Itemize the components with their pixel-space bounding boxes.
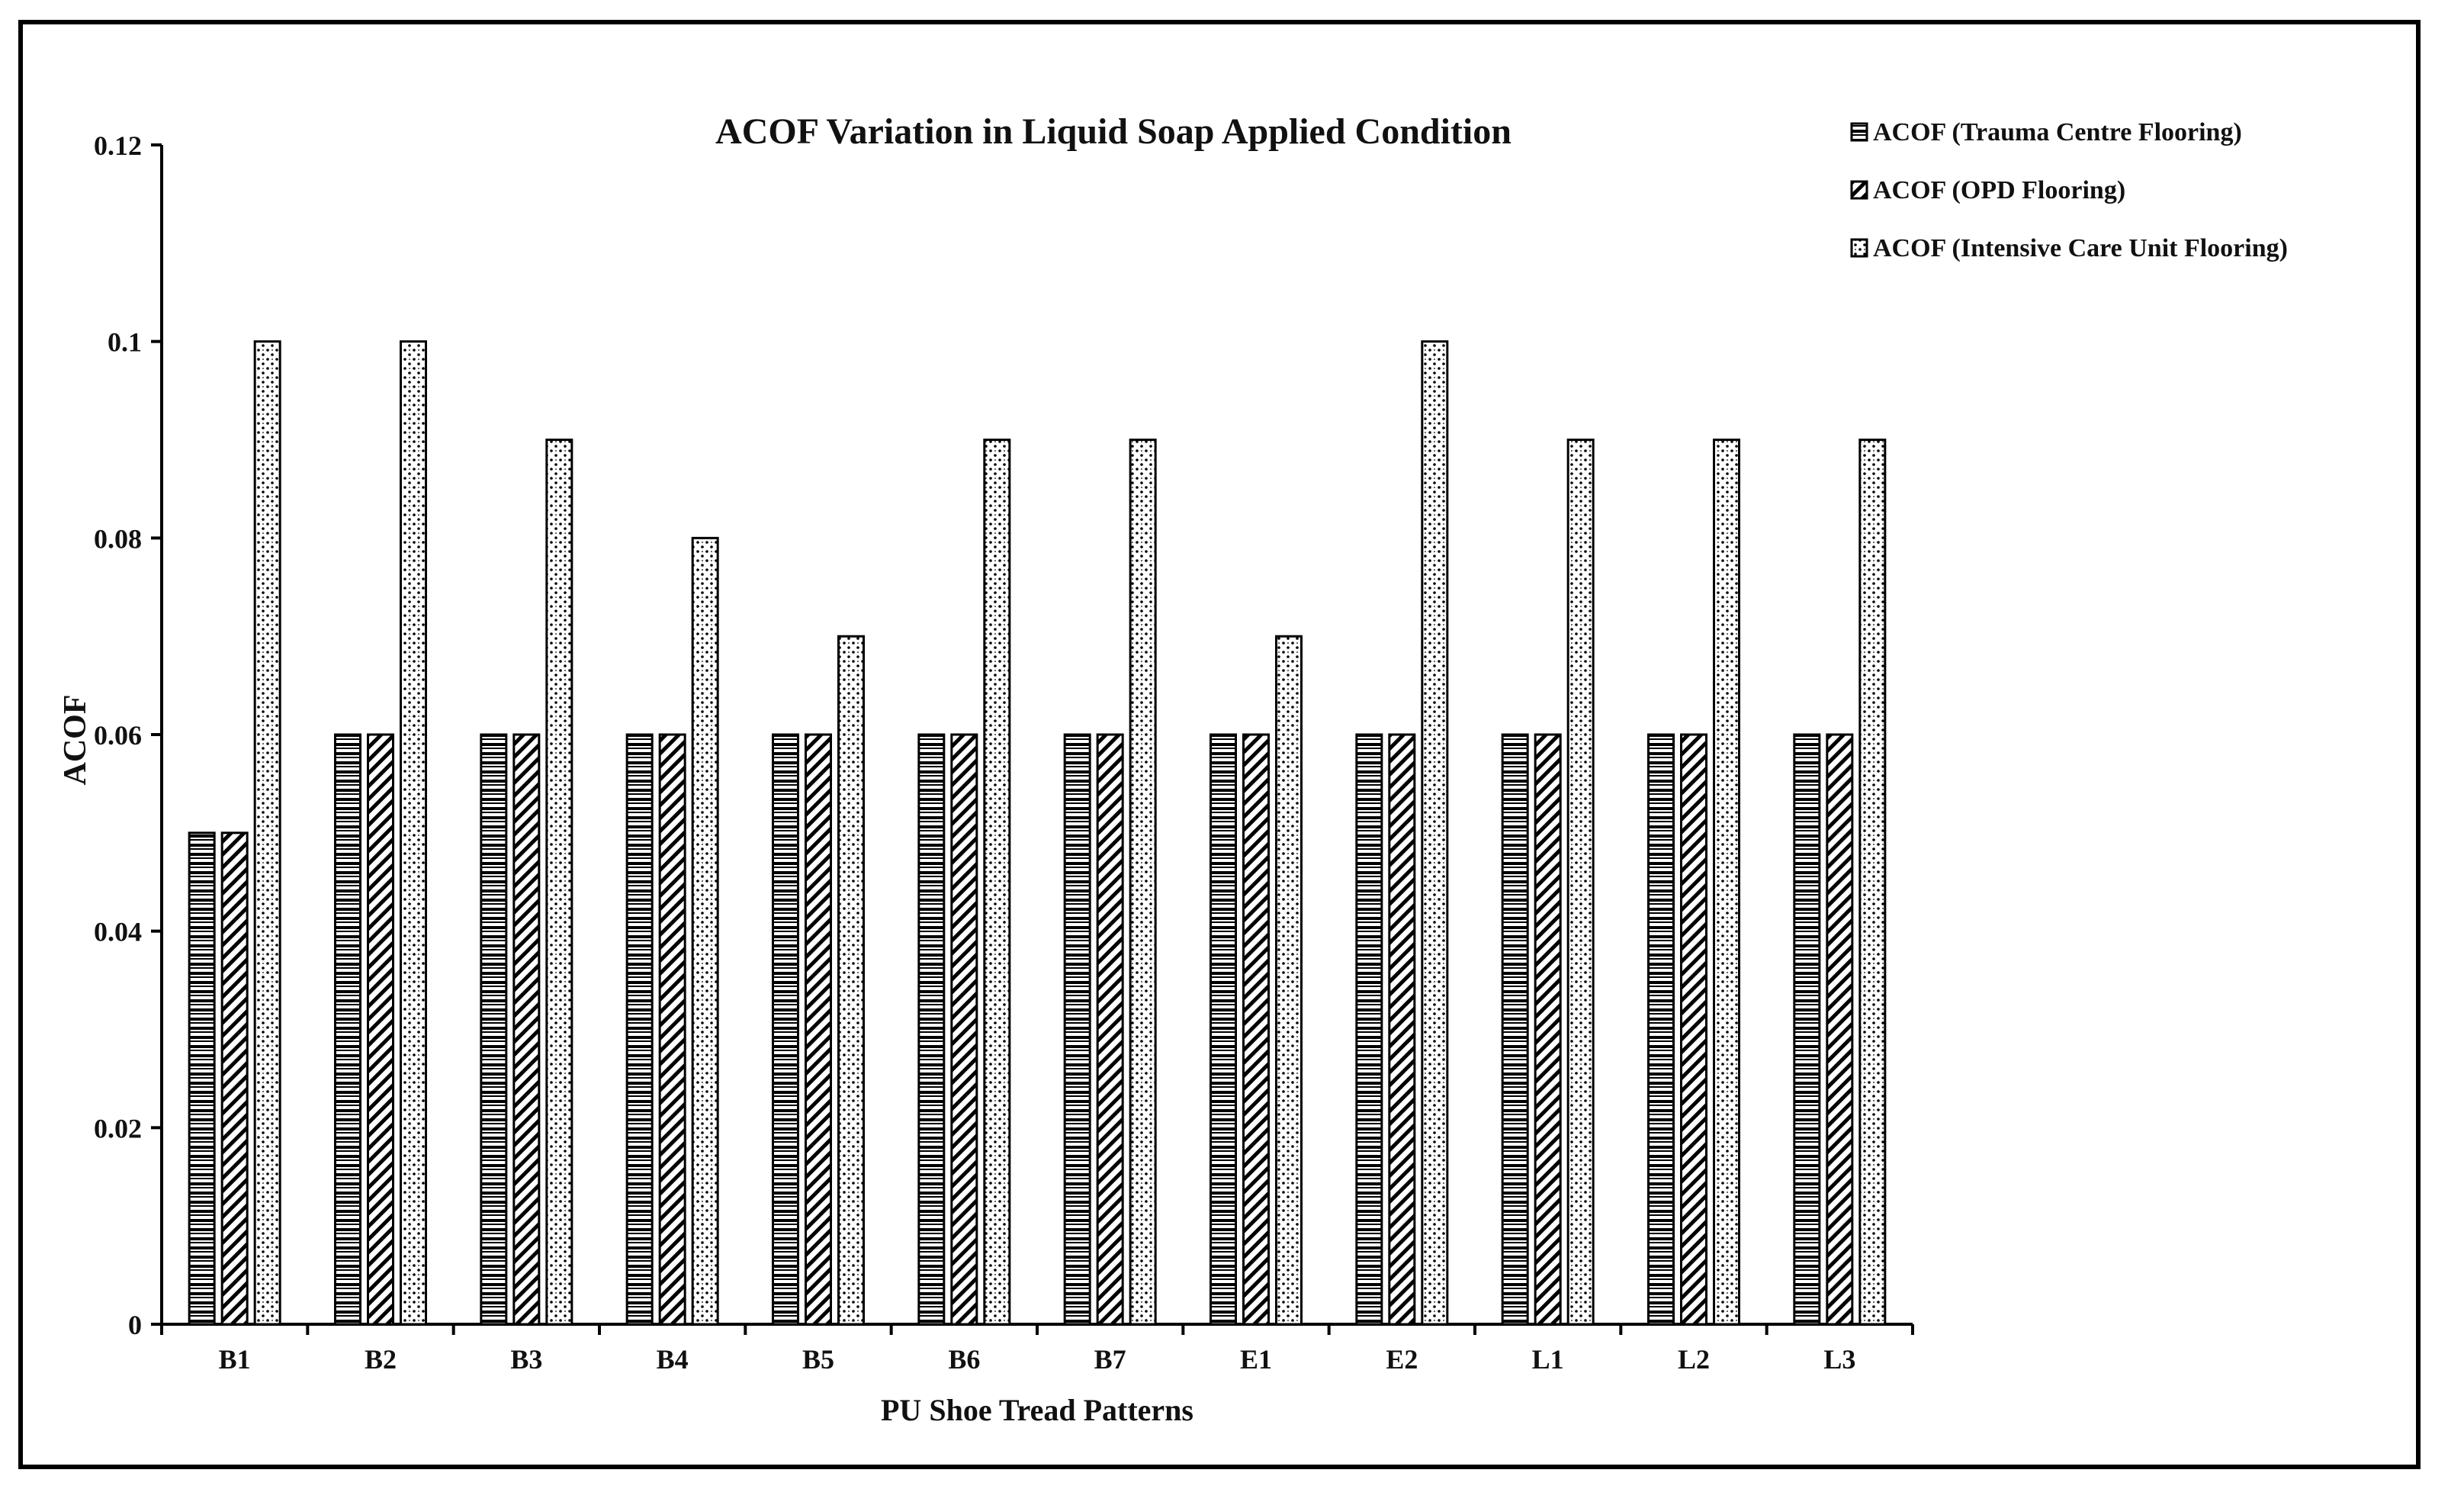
x-tick-label: L2	[1678, 1344, 1710, 1375]
bar-e1-series-1	[1210, 733, 1237, 1326]
x-tick-label: B1	[219, 1344, 251, 1375]
y-tick-label: 0.1	[108, 327, 142, 358]
bar-b3-series-3	[545, 439, 573, 1326]
bar-l2-series-2	[1680, 733, 1707, 1326]
bar-b4-series-3	[691, 536, 719, 1326]
x-tick-label: L1	[1532, 1344, 1564, 1375]
bar-b6-series-1	[917, 733, 946, 1326]
plot-area: 0 0.02 0.04 0.06 0.08 0.1 0.12 B1 B2 B3 B4 B5 B6 B7 E1…	[94, 130, 1914, 1375]
y-axis-label: ACOF	[58, 695, 93, 786]
bar-l1-series-3	[1566, 439, 1595, 1326]
legend: ACOF (Trauma Centre Flooring) ACOF (OPD F…	[1850, 118, 2288, 262]
legend-label: ACOF (Intensive Care Unit Flooring)	[1873, 234, 2288, 262]
bar-l3-series-3	[1858, 439, 1887, 1326]
y-tick-label: 0.04	[94, 917, 142, 947]
bar-b3-series-1	[480, 733, 508, 1326]
legend-label: ACOF (OPD Flooring)	[1873, 176, 2125, 204]
bar-e2-series-3	[1421, 340, 1449, 1326]
bar-b6-series-2	[950, 733, 978, 1326]
y-tick-label: 0.06	[94, 720, 142, 751]
bar-l2-series-3	[1713, 439, 1740, 1326]
bar-e2-series-1	[1355, 733, 1383, 1326]
x-tick-label: B6	[948, 1344, 980, 1375]
y-tick-label: 0.12	[94, 130, 142, 161]
bar-l2-series-1	[1647, 733, 1675, 1326]
y-tick-label: 0	[128, 1310, 142, 1340]
legend-swatch	[1850, 238, 1868, 258]
x-tick-label: B2	[365, 1344, 397, 1375]
y-tick-label: 0.02	[94, 1113, 142, 1143]
bar-b2-series-3	[400, 340, 427, 1326]
legend-label: ACOF (Trauma Centre Flooring)	[1873, 118, 2242, 146]
bar-b1-series-1	[188, 831, 216, 1326]
bar-b6-series-3	[983, 439, 1011, 1326]
x-tick-label: B4	[657, 1344, 689, 1375]
bar-b5-series-2	[805, 733, 832, 1326]
bar-b2-series-2	[367, 733, 394, 1326]
bar-l3-series-1	[1793, 733, 1821, 1326]
bar-b7-series-3	[1129, 439, 1157, 1326]
bar-b1-series-2	[220, 831, 249, 1326]
bar-b4-series-1	[625, 733, 654, 1326]
bar-b2-series-1	[334, 733, 361, 1326]
bar-b1-series-3	[253, 340, 281, 1326]
legend-swatch	[1850, 180, 1868, 200]
bar-b7-series-1	[1063, 733, 1091, 1326]
bar-l3-series-2	[1826, 733, 1854, 1326]
bar-b5-series-3	[837, 635, 865, 1326]
bar-b5-series-1	[772, 733, 799, 1326]
x-axis-label: PU Shoe Tread Patterns	[881, 1393, 1193, 1427]
y-tick-label: 0.08	[94, 523, 142, 554]
bar-l1-series-2	[1534, 733, 1562, 1326]
x-tick-label: B7	[1094, 1344, 1126, 1375]
bar-b7-series-2	[1096, 733, 1124, 1326]
bar-l1-series-1	[1501, 733, 1529, 1326]
x-tick-label: B5	[802, 1344, 834, 1375]
x-tick-label: B3	[510, 1344, 542, 1375]
bar-b4-series-2	[658, 733, 686, 1326]
x-tick-label: E2	[1386, 1344, 1418, 1375]
bar-b3-series-2	[512, 733, 541, 1326]
legend-swatch	[1850, 122, 1868, 142]
x-tick-label: E1	[1240, 1344, 1272, 1375]
bar-e1-series-2	[1242, 733, 1270, 1326]
bar-e2-series-2	[1388, 733, 1416, 1326]
x-tick-label: L3	[1823, 1344, 1855, 1375]
chart-title: ACOF Variation in Liquid Soap Applied Co…	[715, 111, 1511, 152]
bar-e1-series-3	[1275, 635, 1303, 1326]
